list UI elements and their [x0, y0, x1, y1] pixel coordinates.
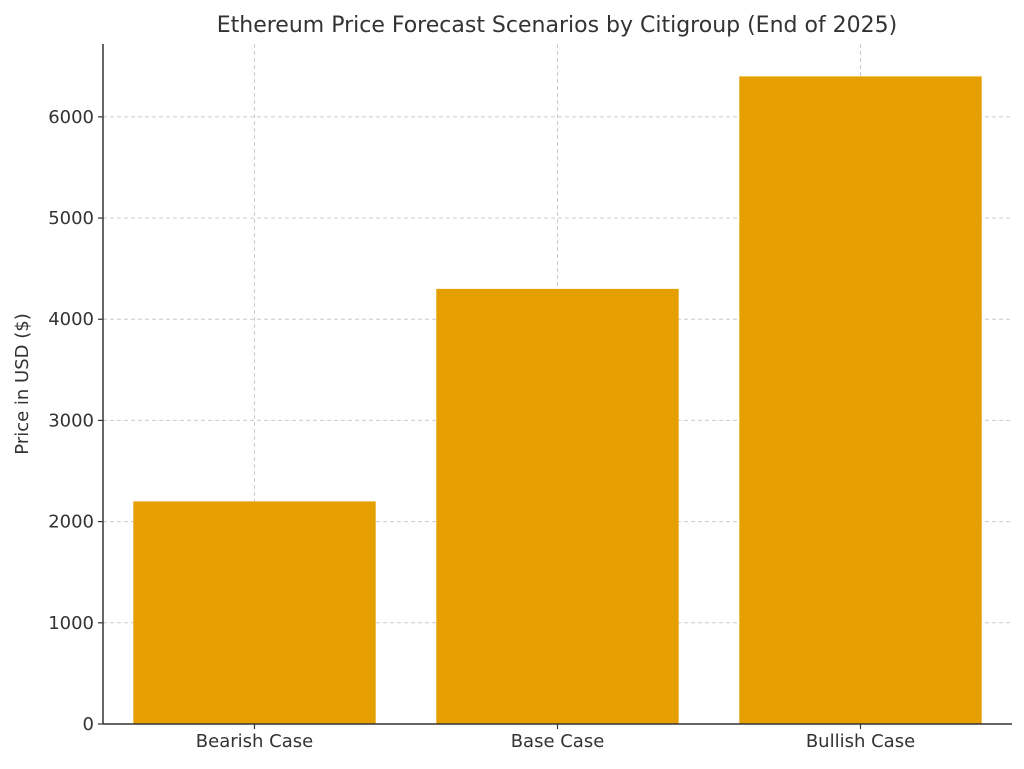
y-tick-label: 3000: [48, 410, 94, 431]
x-tick-label: Base Case: [511, 731, 605, 752]
x-tick-label: Bullish Case: [806, 731, 915, 752]
bars-layer: [133, 76, 982, 724]
y-tick-label: 2000: [48, 512, 94, 533]
y-tick-label: 0: [83, 714, 94, 735]
x-tick-label: Bearish Case: [196, 731, 313, 752]
ticks-layer: 0 1000 2000 3000 4000 5000 6000 Bearish Case Bas…: [48, 107, 915, 752]
chart-title: Ethereum Price Forecast Scenarios by Cit…: [217, 13, 898, 38]
bar-bearish-case: [133, 501, 376, 724]
y-tick-label: 4000: [48, 309, 94, 330]
y-axis-label: Price in USD ($): [12, 313, 33, 454]
bar-base-case: [436, 288, 679, 724]
y-tick-label: 6000: [48, 107, 94, 128]
y-tick-label: 1000: [48, 613, 94, 634]
bar-bullish-case: [739, 76, 982, 724]
y-tick-label: 5000: [48, 208, 94, 229]
